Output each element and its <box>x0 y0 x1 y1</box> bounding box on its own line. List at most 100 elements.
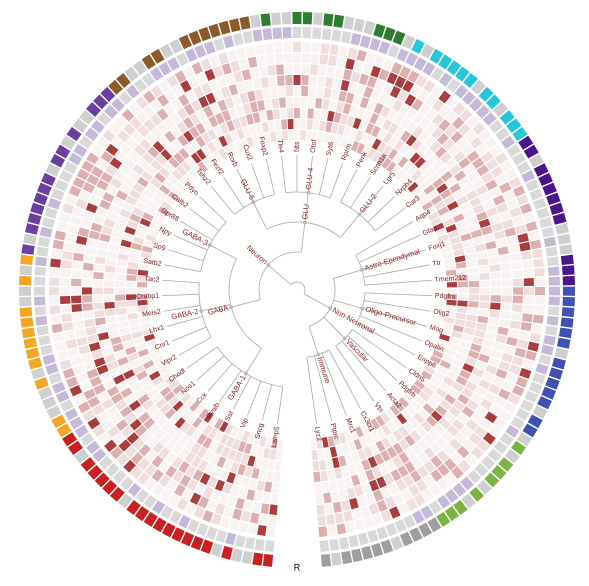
heat-cell <box>350 474 361 486</box>
heat-cell <box>347 463 357 476</box>
heat-cell <box>128 399 141 412</box>
heat-cell <box>399 66 411 79</box>
color-cell <box>333 14 345 28</box>
heat-cell <box>332 457 340 469</box>
heat-cell <box>376 128 387 141</box>
heat-cell <box>436 183 448 194</box>
heat-cell <box>152 355 165 365</box>
heat-cell <box>423 184 435 195</box>
heat-cell <box>115 399 128 411</box>
ring-cell <box>545 246 558 257</box>
color-cell <box>19 296 32 307</box>
heat-cell <box>201 132 212 144</box>
heat-cell <box>341 466 350 478</box>
heat-cell <box>244 79 254 92</box>
heat-cell <box>480 398 493 410</box>
heat-cell <box>233 451 243 463</box>
heat-cell <box>489 309 500 318</box>
ring-cell <box>98 455 113 470</box>
heat-cell <box>380 105 391 118</box>
color-cell <box>19 265 33 276</box>
heat-cell <box>478 218 491 229</box>
heat-cell <box>457 281 468 288</box>
heat-cell <box>69 215 82 226</box>
heat-cell <box>114 349 127 360</box>
heat-cell <box>216 76 228 89</box>
heat-cell <box>428 428 440 441</box>
leaf-label: Tle4 <box>276 139 285 153</box>
ring-cell <box>47 197 61 210</box>
leaf-label: Cnr1 <box>154 339 171 351</box>
heat-cell <box>53 332 65 343</box>
ring-cell <box>403 514 416 529</box>
color-cell <box>108 79 123 95</box>
color-cell <box>382 26 396 42</box>
heat-cell <box>115 280 126 288</box>
heat-cell <box>260 458 269 470</box>
color-cell <box>87 464 103 480</box>
heat-cell <box>466 150 480 163</box>
heat-cell <box>123 176 136 188</box>
heat-cell <box>181 409 193 421</box>
heat-cell <box>479 287 490 295</box>
heat-cell <box>124 445 138 459</box>
ring-cell <box>428 500 443 515</box>
heat-cell <box>477 439 490 453</box>
heat-cell <box>189 126 200 139</box>
heat-cell <box>491 349 503 360</box>
heat-cell <box>458 157 471 169</box>
heat-cell <box>355 84 366 96</box>
heat-cell <box>410 84 422 98</box>
heat-cell <box>362 62 373 75</box>
branch <box>319 158 329 195</box>
heat-cell <box>230 60 241 73</box>
leaf-label: Tmem212 <box>434 275 466 284</box>
ring-cell <box>167 57 180 71</box>
heat-cell <box>262 87 271 99</box>
heat-cell <box>62 367 75 379</box>
color-cell <box>320 553 332 567</box>
heat-cell <box>152 376 164 387</box>
heat-cell <box>343 510 353 523</box>
heat-cell <box>230 461 240 474</box>
color-cell <box>542 182 557 196</box>
heat-cell <box>71 287 82 295</box>
heat-cell <box>96 179 109 191</box>
heat-cell <box>417 451 429 465</box>
ring-cell <box>437 494 451 509</box>
color-cell <box>152 517 167 533</box>
color-cell <box>67 440 83 456</box>
heat-cell <box>410 400 422 412</box>
heat-cell <box>478 308 489 317</box>
color-cell <box>541 386 556 400</box>
heat-cell <box>523 268 534 278</box>
heat-cell <box>508 244 520 254</box>
heat-cell <box>312 119 320 131</box>
heat-cell <box>445 223 457 233</box>
heat-cell <box>484 136 498 150</box>
color-cell <box>353 18 365 33</box>
heat-cell <box>443 194 456 206</box>
ring-cell <box>44 207 58 219</box>
node <box>207 243 212 248</box>
heat-cell <box>480 150 494 164</box>
heat-cell <box>327 524 337 536</box>
heat-cell <box>132 207 144 217</box>
heat-cell <box>465 253 477 261</box>
heat-cell <box>49 267 60 277</box>
heat-cell <box>125 346 137 356</box>
heat-cell <box>241 69 252 81</box>
heat-cell <box>334 135 343 147</box>
heat-cell <box>525 221 538 232</box>
heat-cell <box>118 163 131 176</box>
ring-cell <box>196 522 209 537</box>
heat-cell <box>168 395 180 407</box>
heat-cell <box>510 252 522 262</box>
heat-cell <box>61 313 73 323</box>
heat-cell <box>202 509 214 523</box>
heat-cell <box>208 79 220 92</box>
heat-cell <box>243 499 253 512</box>
heat-cell <box>518 330 531 341</box>
heat-cell <box>467 266 479 274</box>
heat-cell <box>167 174 179 186</box>
